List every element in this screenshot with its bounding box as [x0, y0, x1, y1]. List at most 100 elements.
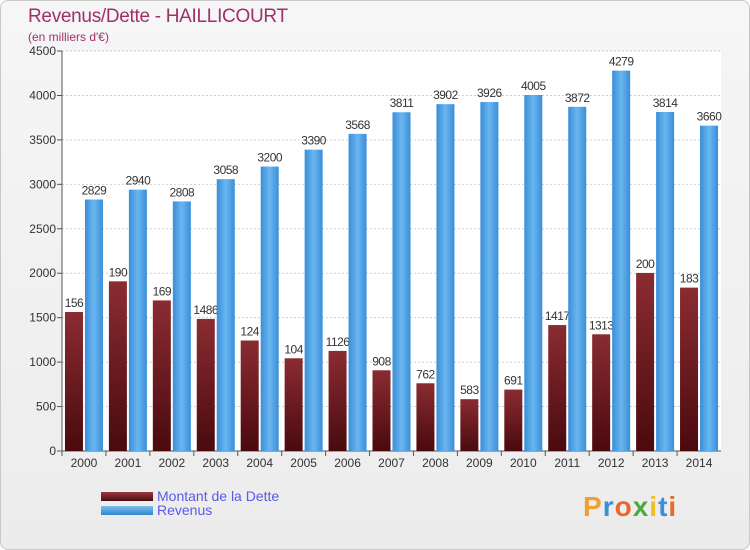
- legend-swatch-revenus: [101, 505, 153, 515]
- bar-dette: [636, 272, 655, 451]
- bar-revenus: [304, 149, 323, 451]
- x-tick-label: 2002: [158, 456, 185, 470]
- x-tick-label: 2005: [290, 456, 317, 470]
- data-label-revenus: 3926: [477, 86, 503, 100]
- data-label-dette: 169: [153, 284, 172, 298]
- x-tick-label: 2003: [202, 456, 229, 470]
- data-label-revenus: 2829: [82, 184, 108, 198]
- plot-area: [62, 51, 721, 451]
- bar-dette: [152, 300, 171, 451]
- legend-swatch-dette: [101, 491, 153, 501]
- logo-letter: x: [632, 491, 650, 522]
- bar-dette: [284, 358, 303, 451]
- bar-revenus: [348, 133, 367, 451]
- bar-revenus: [172, 201, 191, 451]
- bar-revenus: [392, 112, 411, 451]
- logo-letter: i: [668, 491, 678, 522]
- x-tick-label: 2014: [686, 456, 713, 470]
- data-label-revenus: 4279: [609, 55, 635, 69]
- y-tick-label: 1000: [29, 355, 56, 369]
- x-tick-label: 2001: [115, 456, 142, 470]
- bar-revenus: [260, 166, 279, 452]
- bar-dette: [240, 340, 259, 451]
- bar-dette: [416, 383, 435, 451]
- bar-dette: [504, 389, 523, 451]
- data-label-revenus: 3660: [697, 110, 723, 124]
- data-label-dette: 190: [109, 265, 128, 279]
- logo-letter: i: [649, 491, 659, 522]
- data-label-dette: 691: [504, 374, 523, 388]
- proxiti-logo: Proxiti: [583, 491, 677, 523]
- data-label-dette: 1486: [193, 303, 219, 317]
- data-label-dette: 200: [636, 257, 655, 271]
- bar-revenus: [84, 199, 103, 451]
- bar-revenus: [568, 106, 587, 452]
- y-tick-label: 3000: [29, 177, 56, 191]
- y-tick-label: 0: [49, 444, 56, 458]
- x-tick-label: 2008: [422, 456, 449, 470]
- bar-revenus: [700, 125, 719, 452]
- chart-subtitle: (en milliers d'€): [28, 30, 109, 44]
- bar-dette: [328, 350, 347, 451]
- data-label-dette: 183: [680, 272, 699, 286]
- x-tick-label: 2000: [71, 456, 98, 470]
- data-label-revenus: 2940: [126, 174, 152, 188]
- legend-label-revenus: Revenus: [157, 502, 213, 518]
- y-tick-label: 1500: [29, 311, 56, 325]
- legend-item-revenus: Revenus: [101, 502, 212, 518]
- x-tick-label: 2011: [554, 456, 580, 470]
- y-tick-label: 500: [36, 400, 56, 414]
- bar-revenus: [128, 189, 147, 451]
- data-label-revenus: 3568: [345, 118, 371, 132]
- data-label-dette: 156: [65, 296, 84, 310]
- bar-revenus: [216, 179, 235, 451]
- bar-revenus: [524, 95, 543, 451]
- x-tick-label: 2013: [642, 456, 669, 470]
- data-label-revenus: 4005: [521, 79, 547, 93]
- data-label-revenus: 2808: [169, 185, 195, 199]
- bar-dette: [64, 311, 83, 451]
- data-label-revenus: 3200: [257, 151, 283, 165]
- data-label-dette: 762: [416, 367, 435, 381]
- logo-letter: o: [614, 491, 633, 522]
- bar-dette: [108, 281, 127, 451]
- y-tick-label: 2000: [29, 266, 56, 280]
- logo-letter: r: [602, 491, 615, 522]
- bar-dette: [680, 287, 699, 451]
- bar-dette: [592, 334, 611, 451]
- bar-dette: [372, 370, 391, 451]
- logo-letter: t: [658, 491, 669, 522]
- data-label-revenus: 3902: [433, 88, 459, 102]
- data-label-dette: 583: [460, 383, 479, 397]
- data-label-revenus: 3390: [301, 134, 327, 148]
- data-label-revenus: 3058: [213, 163, 239, 177]
- data-label-revenus: 3872: [565, 91, 591, 105]
- data-label-revenus: 3814: [653, 96, 679, 110]
- data-label-dette: 124: [240, 325, 259, 339]
- chart-title: Revenus/Dette - HAILLICOURT: [28, 6, 288, 27]
- bar-revenus: [656, 111, 675, 451]
- data-label-dette: 104: [284, 342, 303, 356]
- bar-revenus: [436, 104, 455, 452]
- data-label-dette: 908: [372, 354, 391, 368]
- bar-revenus: [480, 102, 499, 452]
- legend-item-dette: Montant de la Dette: [101, 488, 279, 504]
- y-tick-label: 2500: [29, 222, 56, 236]
- logo-letter: P: [583, 491, 603, 522]
- x-tick-label: 2006: [334, 456, 361, 470]
- data-label-dette: 1417: [545, 309, 571, 323]
- x-tick-label: 2009: [466, 456, 493, 470]
- bar-dette: [460, 399, 479, 451]
- bar-dette: [548, 325, 567, 451]
- y-tick-label: 4000: [29, 88, 56, 102]
- x-tick-label: 2004: [246, 456, 273, 470]
- bar-revenus: [612, 70, 631, 452]
- legend-label-dette: Montant de la Dette: [157, 488, 280, 504]
- bar-dette: [196, 318, 215, 451]
- data-label-dette: 1313: [589, 318, 615, 332]
- data-label-revenus: 3811: [390, 96, 415, 110]
- x-tick-label: 2007: [378, 456, 405, 470]
- y-tick-label: 4500: [29, 44, 56, 58]
- x-tick-label: 2010: [510, 456, 537, 470]
